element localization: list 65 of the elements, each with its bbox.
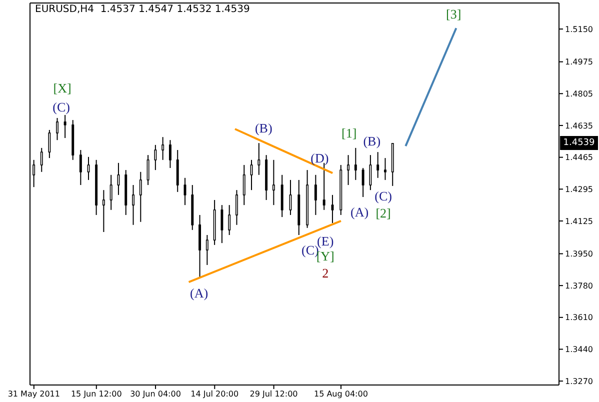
chart-title: EURUSD,H4 1.4537 1.4547 1.4532 1.4539 [35, 4, 250, 15]
annotation: [1] [342, 126, 357, 140]
candlestick [242, 164, 246, 206]
annotation: (E) [317, 234, 334, 248]
candlestick [235, 190, 238, 226]
candlestick [64, 114, 66, 139]
y-tick-label: 1.4635 [565, 121, 593, 130]
annotation: [2] [376, 206, 391, 220]
annotation: (C) [374, 188, 392, 204]
candlestick [289, 179, 292, 216]
candlestick [376, 152, 380, 178]
candlestick [132, 184, 134, 226]
candlestick [32, 159, 36, 188]
annotation: (C) [52, 100, 70, 114]
candlestick [314, 174, 317, 216]
y-tick-label: 1.3440 [565, 345, 593, 354]
candlestick [168, 140, 172, 168]
candlestick [102, 190, 105, 233]
candlestick [258, 142, 260, 176]
annotation: (A) [190, 286, 208, 300]
y-tick-label: 1.4125 [565, 216, 593, 226]
annotation: (C) [301, 242, 319, 258]
annotation: (A) [350, 204, 369, 220]
x-tick-label: 15 Jun 12:00 [70, 390, 122, 399]
candlestick [48, 129, 51, 159]
annotation: [3] [446, 6, 462, 22]
x-tick-label: 15 Aug 04:00 [314, 390, 368, 399]
x-tick-label: 14 Jul 20:00 [190, 390, 239, 399]
text: 1.4539 [563, 138, 595, 148]
candlestick [154, 144, 157, 171]
annotation: (B) [254, 120, 272, 136]
y-tick-label: 1.4465 [565, 153, 593, 162]
y-tick-label: 1.3780 [565, 281, 593, 290]
annotation: [X] [53, 80, 72, 96]
y-tick-label: 1.4805 [565, 89, 593, 98]
candlestick [146, 154, 150, 186]
x-tick-label: 29 Jul 12:00 [250, 390, 298, 399]
y-tick-label: 1.3950 [565, 250, 593, 259]
annotation: (B) [363, 134, 381, 148]
candlestick [331, 194, 334, 224]
candlestick [369, 154, 372, 191]
y-tick-label: 1.4975 [565, 58, 593, 67]
candlestick [40, 147, 43, 172]
annotation: (D) [310, 150, 329, 166]
x-tick-label: 31 May 2011 [8, 390, 60, 399]
annotation: 2 [322, 266, 329, 280]
candlestick [110, 174, 112, 210]
candlestick [228, 204, 231, 236]
y-tick-label: 1.5150 [565, 24, 593, 34]
candlestick [347, 154, 350, 186]
candlestick [384, 158, 386, 180]
candlestick [206, 234, 208, 266]
y-tick-label: 1.3270 [565, 376, 593, 386]
candlestick [56, 117, 58, 141]
candlestick [220, 204, 224, 244]
candlestick [362, 167, 364, 198]
y-tick-label: 1.4295 [565, 184, 593, 194]
candlestick [162, 136, 164, 160]
candlestick [354, 147, 357, 180]
y-tick-label: 1.3610 [565, 313, 593, 322]
candlestick [139, 171, 142, 222]
candlestick [272, 159, 275, 206]
candlestick [117, 162, 120, 196]
candlestick [79, 149, 82, 186]
x-tick-label: 30 Jun 04:00 [130, 390, 181, 399]
